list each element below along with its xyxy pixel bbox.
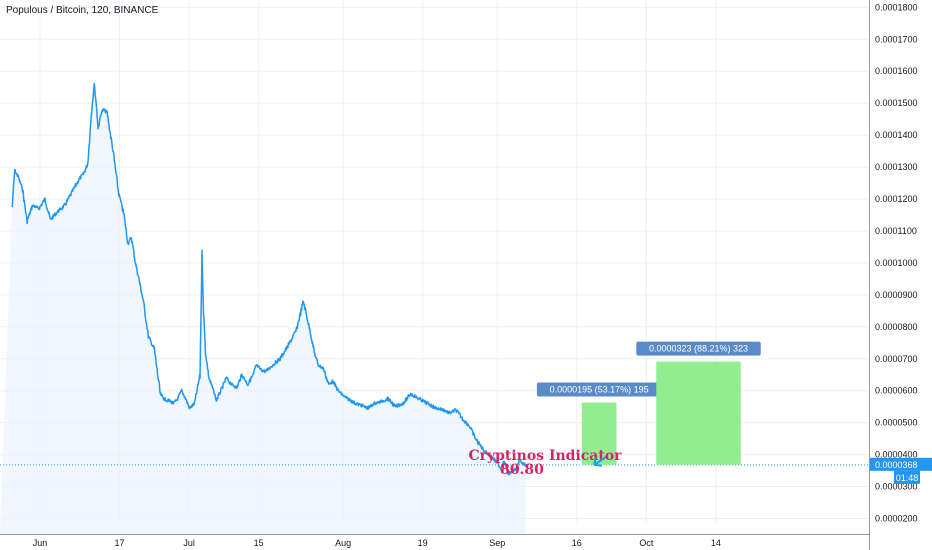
y-tick-label: 0.0000200	[875, 513, 918, 523]
indicator-name: Cryptinos Indicator	[468, 448, 622, 464]
target-box	[656, 361, 741, 465]
chart-title: Populous / Bitcoin, 120, BINANCE	[6, 5, 159, 16]
y-tick-label: 0.0000500	[875, 418, 918, 428]
indicator-arrow-head	[593, 457, 603, 467]
indicator-value: 80.80	[500, 462, 544, 478]
y-tick-label: 0.0001400	[875, 130, 918, 140]
y-tick-label: 0.0001100	[875, 226, 917, 236]
x-tick-label: 19	[418, 538, 428, 548]
current-price-value: 0.0000368	[875, 460, 918, 470]
target-box	[581, 402, 617, 465]
y-tick-label: 0.0000800	[875, 322, 918, 332]
target-label-bg	[636, 341, 761, 356]
x-tick-label: Sep	[489, 538, 505, 548]
y-tick-label: 0.0001000	[875, 258, 918, 268]
area-fill	[0, 83, 526, 534]
x-tick-label: Jun	[33, 538, 48, 548]
price-line-group	[0, 82, 869, 476]
y-tick-label: 0.0000400	[875, 450, 918, 460]
bar-timer-tag	[894, 470, 920, 484]
series-area	[0, 83, 526, 534]
time-axis[interactable]: Jun 17 Jul 15 Aug 19 Sep 16 Oct 14	[0, 534, 869, 549]
y-tick-label: 0.0001700	[875, 34, 918, 44]
x-tick-label: Oct	[639, 538, 654, 548]
y-tick-label: 0.0001200	[875, 194, 918, 204]
x-tick-label: Jul	[183, 538, 195, 548]
y-tick-label: 0.0000600	[875, 386, 918, 396]
x-tick-label: 17	[115, 538, 125, 548]
indicator-arrow	[595, 455, 607, 465]
bar-timer: 01:48	[896, 473, 919, 483]
x-tick-label: Aug	[335, 538, 351, 548]
y-tick-label: 0.0001500	[875, 98, 918, 108]
y-tick-label: 0.0000700	[875, 354, 918, 364]
current-price-tag	[870, 457, 932, 471]
price-axis[interactable]: 0.0000200 0.0000300 0.0000400 0.0000500 0.00…	[869, 0, 932, 550]
target-label: 0.0000323 (88.21%) 323	[649, 344, 748, 354]
y-tick-label: 0.0001600	[875, 66, 918, 76]
x-tick-label: 16	[572, 538, 582, 548]
target-label-bg	[536, 382, 662, 397]
x-tick-label: 15	[254, 538, 264, 548]
y-tick-label: 0.0000300	[875, 482, 918, 492]
y-tick-label: 0.0001800	[875, 2, 918, 12]
series-line	[11, 82, 527, 476]
y-tick-label: 0.0001300	[875, 162, 918, 172]
target-label: 0.0000195 (53.17%) 195	[550, 385, 649, 395]
y-tick-label: 0.0000900	[875, 290, 918, 300]
annotations-group: 0.0000195 (53.17%) 195 0.0000323 (88.21%)…	[536, 341, 761, 465]
x-tick-label: 14	[711, 538, 721, 548]
